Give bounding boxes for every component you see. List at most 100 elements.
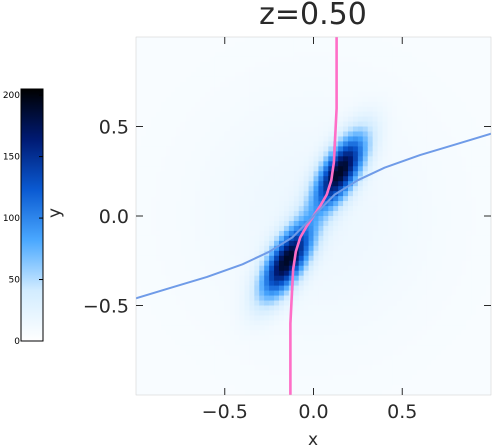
heatmap-cell xyxy=(471,141,477,147)
heatmap-cell xyxy=(387,245,393,252)
heatmap-cell xyxy=(446,76,453,83)
heatmap-cell xyxy=(348,340,354,346)
heatmap-cell xyxy=(441,136,448,143)
heatmap-cell xyxy=(155,220,162,227)
heatmap-cell xyxy=(190,141,196,147)
heatmap-cell xyxy=(234,330,241,336)
heatmap-cell xyxy=(318,86,324,93)
heatmap-cell xyxy=(352,46,359,53)
heatmap-cell xyxy=(239,166,246,172)
heatmap-cell xyxy=(343,151,349,157)
heatmap-cell xyxy=(278,81,285,88)
heatmap-cell xyxy=(140,126,147,133)
heatmap-cell xyxy=(352,176,359,182)
heatmap-cell xyxy=(170,56,177,63)
heatmap-cell xyxy=(234,121,241,128)
heatmap-cell xyxy=(372,166,379,172)
heatmap-cell xyxy=(264,151,270,157)
heatmap-cell xyxy=(451,176,458,182)
heatmap-cell xyxy=(205,325,211,331)
heatmap-cell xyxy=(209,335,216,341)
heatmap-cell xyxy=(150,146,157,152)
heatmap-cell xyxy=(471,340,477,346)
heatmap-cell xyxy=(421,81,428,88)
heatmap-cell xyxy=(308,350,315,356)
heatmap-cell xyxy=(343,285,349,292)
heatmap-cell xyxy=(278,370,285,376)
heatmap-cell xyxy=(436,196,443,202)
heatmap-cell xyxy=(476,46,482,53)
heatmap-cell xyxy=(387,206,393,212)
heatmap-cell xyxy=(343,91,349,98)
heatmap-cell xyxy=(436,91,443,98)
heatmap-cell xyxy=(323,285,329,292)
heatmap-cell xyxy=(338,320,344,326)
heatmap-cell xyxy=(200,206,206,212)
heatmap-cell xyxy=(170,171,177,177)
heatmap-cell xyxy=(367,350,374,356)
heatmap-cell xyxy=(362,51,369,58)
heatmap-cell xyxy=(407,300,413,307)
heatmap-cell xyxy=(436,46,443,53)
heatmap-cell xyxy=(348,330,354,336)
heatmap-cell xyxy=(303,330,310,336)
heatmap-cell xyxy=(239,375,246,381)
heatmap-cell xyxy=(229,250,236,257)
heatmap-cell xyxy=(471,350,477,356)
heatmap-cell xyxy=(170,161,177,167)
heatmap-cell xyxy=(338,216,344,222)
heatmap-cell xyxy=(200,310,206,317)
heatmap-cell xyxy=(170,61,177,68)
heatmap-cell xyxy=(259,300,265,307)
heatmap-cell xyxy=(219,260,226,267)
heatmap-cell xyxy=(190,260,196,267)
heatmap-cell xyxy=(313,111,320,118)
heatmap-cell xyxy=(155,340,162,346)
heatmap-cell xyxy=(298,151,305,157)
heatmap-cell xyxy=(377,141,384,147)
heatmap-cell xyxy=(397,141,403,147)
heatmap-cell xyxy=(160,116,167,123)
heatmap-cell xyxy=(239,255,246,262)
heatmap-cell xyxy=(180,126,186,133)
heatmap-cell xyxy=(185,350,191,356)
heatmap-cell xyxy=(417,330,423,336)
heatmap-cell xyxy=(323,141,329,147)
heatmap-cell xyxy=(283,101,290,108)
heatmap-cell xyxy=(190,131,196,138)
heatmap-cell xyxy=(298,335,305,341)
heatmap-cell xyxy=(283,176,290,182)
heatmap-cell xyxy=(343,37,349,43)
heatmap-cell xyxy=(382,211,389,217)
heatmap-cell xyxy=(209,186,216,192)
heatmap-cell xyxy=(402,176,408,182)
heatmap-cell xyxy=(239,380,246,386)
heatmap-cell xyxy=(165,235,172,242)
heatmap-cell xyxy=(382,275,389,282)
heatmap-cell xyxy=(303,56,310,63)
heatmap-cell xyxy=(254,96,260,103)
heatmap-cell xyxy=(244,211,250,217)
heatmap-cell xyxy=(476,111,482,118)
heatmap-cell xyxy=(224,330,231,336)
heatmap-cell xyxy=(195,131,201,138)
heatmap-cell xyxy=(190,360,196,366)
heatmap-cell xyxy=(165,96,172,103)
heatmap-cell xyxy=(288,161,295,167)
heatmap-cell xyxy=(461,186,467,192)
heatmap-cell xyxy=(259,91,265,98)
heatmap-cell xyxy=(407,86,413,93)
heatmap-cell xyxy=(313,250,320,257)
heatmap-cell xyxy=(249,270,255,277)
heatmap-cell xyxy=(205,375,211,381)
heatmap-cell xyxy=(150,136,157,143)
heatmap-cell xyxy=(318,41,324,48)
heatmap-cell xyxy=(431,220,438,227)
heatmap-cell xyxy=(150,196,157,202)
heatmap-cell xyxy=(357,380,364,386)
heatmap-cell xyxy=(382,121,389,128)
heatmap-cell xyxy=(249,37,255,43)
heatmap-cell xyxy=(456,76,463,83)
heatmap-cell xyxy=(407,191,413,197)
heatmap-cell xyxy=(328,161,334,167)
